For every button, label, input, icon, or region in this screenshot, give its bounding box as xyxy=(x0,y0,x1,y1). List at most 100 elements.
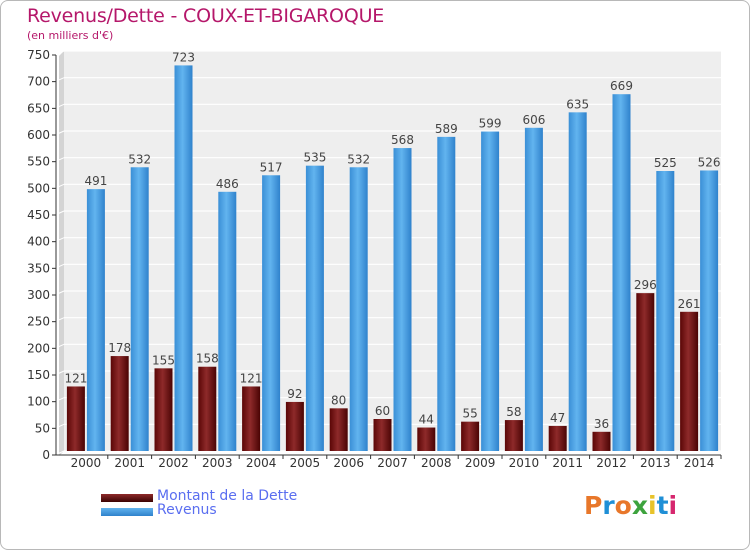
y-tick-label: 50 xyxy=(35,421,50,435)
y-tick-label: 400 xyxy=(27,235,50,249)
bar-dette xyxy=(373,419,392,451)
bar-revenus xyxy=(656,171,675,451)
bar-revenus xyxy=(86,189,105,451)
bar-revenus xyxy=(218,191,237,452)
plot-side-wall xyxy=(59,51,64,456)
data-label-revenus: 525 xyxy=(654,156,677,170)
bar-revenus xyxy=(130,167,149,451)
logo-letter: x xyxy=(631,491,648,520)
data-label-revenus: 606 xyxy=(522,113,545,127)
bar-revenus xyxy=(524,127,543,452)
x-tick-label: 2012 xyxy=(596,456,627,470)
data-label-dette: 155 xyxy=(152,353,175,367)
data-label-revenus: 589 xyxy=(435,122,458,136)
data-label-dette: 92 xyxy=(287,387,302,401)
proxiti-logo: Proxiti xyxy=(584,491,677,520)
y-tick-label: 500 xyxy=(27,181,50,195)
x-tick-label: 2003 xyxy=(202,456,233,470)
data-label-dette: 58 xyxy=(506,405,521,419)
x-tick-label: 2001 xyxy=(114,456,145,470)
logo-letter: r xyxy=(602,491,615,520)
data-label-dette: 55 xyxy=(462,407,477,421)
y-tick-label: 750 xyxy=(27,48,50,62)
x-tick-label: 2013 xyxy=(640,456,671,470)
bar-dette xyxy=(592,431,611,451)
x-tick-label: 2010 xyxy=(509,456,540,470)
bar-dette xyxy=(242,386,261,451)
legend-label-revenus: Revenus xyxy=(157,502,217,518)
y-tick-label: 300 xyxy=(27,288,50,302)
bar-dette xyxy=(680,311,699,451)
data-label-revenus: 486 xyxy=(216,177,239,191)
y-tick-label: 0 xyxy=(42,448,50,462)
axes: 0 50 100 150 200 250 300 350 400 450 500 550 600 650 7… xyxy=(27,48,722,470)
bar-dette xyxy=(548,425,567,451)
bar-revenus xyxy=(700,170,719,451)
logo-letter: i xyxy=(668,491,678,520)
bar-revenus xyxy=(305,165,324,451)
x-tick-label: 2008 xyxy=(421,456,452,470)
data-label-dette: 121 xyxy=(240,371,263,385)
bar-revenus xyxy=(349,167,368,451)
bar-revenus xyxy=(174,65,193,452)
legend-swatch-revenus xyxy=(101,508,153,516)
data-label-revenus: 723 xyxy=(172,50,195,64)
data-label-revenus: 568 xyxy=(391,133,414,147)
chart-title: Revenus/Dette - COUX-ET-BIGAROQUE xyxy=(27,5,385,27)
bar-dette xyxy=(417,427,436,451)
y-tick-label: 150 xyxy=(27,368,50,382)
data-label-revenus: 599 xyxy=(479,117,502,131)
legend-swatch-dette xyxy=(101,494,153,502)
data-labels: 121 491 178 532 155 723 158 486 121 517 92 535 80 532… xyxy=(64,50,720,430)
y-tick-label: 250 xyxy=(27,315,50,329)
bar-dette xyxy=(329,408,348,451)
grid-lines xyxy=(54,50,721,456)
x-tick-label: 2007 xyxy=(377,456,408,470)
x-tick-label: 2006 xyxy=(333,456,364,470)
chart-subtitle: (en milliers d'€) xyxy=(27,29,114,42)
y-tick-label: 600 xyxy=(27,128,50,142)
y-tick-label: 550 xyxy=(27,155,50,169)
bar-dette xyxy=(66,386,85,451)
x-tick-label: 2009 xyxy=(465,456,496,470)
x-tick-label: 2004 xyxy=(246,456,277,470)
legend-label-dette: Montant de la Dette xyxy=(157,488,298,504)
logo-letter: i xyxy=(648,491,657,520)
data-label-dette: 121 xyxy=(64,371,87,385)
data-label-revenus: 532 xyxy=(347,152,370,166)
y-tick-label: 450 xyxy=(27,208,50,222)
logo-letter: P xyxy=(584,491,603,520)
plot-area xyxy=(64,51,721,451)
x-tick-label: 2011 xyxy=(552,456,583,470)
bar-dette xyxy=(154,368,173,451)
x-tick-label: 2002 xyxy=(158,456,189,470)
y-tick-label: 100 xyxy=(27,395,50,409)
bar-revenus xyxy=(481,131,500,452)
data-label-revenus: 635 xyxy=(566,97,589,111)
x-tick-label: 2014 xyxy=(684,456,715,470)
y-tick-label: 350 xyxy=(27,261,50,275)
bar-dette xyxy=(461,421,480,451)
data-label-dette: 80 xyxy=(331,393,346,407)
logo-letter: t xyxy=(656,491,669,520)
bar-revenus xyxy=(393,148,412,452)
bar-dette xyxy=(110,356,129,451)
data-label-dette: 261 xyxy=(678,297,701,311)
data-label-dette: 47 xyxy=(550,411,565,425)
bar-revenus xyxy=(437,136,456,451)
data-label-dette: 296 xyxy=(634,278,657,292)
data-label-dette: 60 xyxy=(375,404,390,418)
data-label-revenus: 669 xyxy=(610,79,633,93)
data-label-dette: 44 xyxy=(419,413,434,427)
bars xyxy=(66,65,719,452)
bar-dette xyxy=(636,293,655,451)
data-label-dette: 178 xyxy=(108,341,131,355)
bar-revenus xyxy=(262,175,281,451)
data-label-revenus: 535 xyxy=(303,151,326,165)
bar-dette xyxy=(285,401,304,451)
data-label-revenus: 532 xyxy=(128,152,151,166)
data-label-revenus: 491 xyxy=(84,174,107,188)
data-label-revenus: 526 xyxy=(698,155,721,169)
gridline-wall xyxy=(54,50,65,56)
